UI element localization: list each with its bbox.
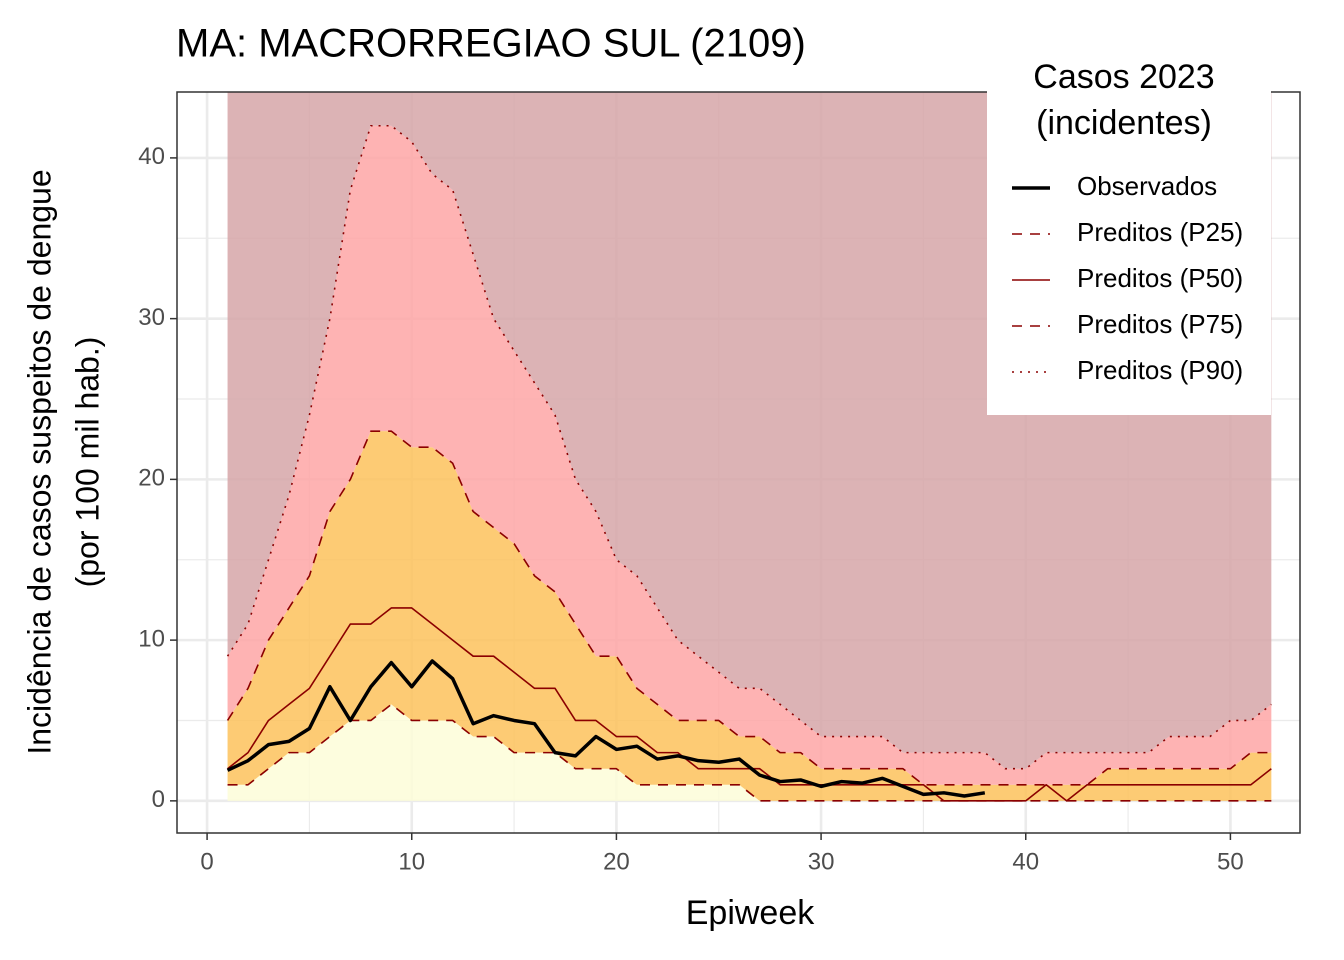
y-tick-label: 10 [138,625,165,652]
series-line [226,430,1272,786]
panel-border [176,91,1301,834]
x-tick-label: 10 [398,848,425,875]
legend-label: Preditos (P75) [1077,309,1243,339]
y-tick-label: 40 [138,143,165,170]
x-tick-label: 0 [200,848,213,875]
series-line [227,703,1272,802]
series-line [226,124,1272,770]
y-axis-title: (por 100 mil hab.) [69,337,105,588]
chart-title: MA: MACRORREGIAO SUL (2109) [176,22,806,66]
y-axis-title: Incidência de casos suspeitos de dengue [21,169,57,754]
y-tick-label: 20 [138,465,165,492]
y-tick-label: 0 [152,786,165,813]
y-tick-label: 30 [138,304,165,331]
legend-label: Observados [1077,171,1217,201]
legend-box [987,58,1271,415]
x-axis-title: Epiweek [686,894,816,932]
legend-label: Preditos (P25) [1077,217,1243,247]
legend-label: Preditos (P90) [1077,355,1243,385]
x-tick-label: 20 [603,848,630,875]
legend-title: (incidentes) [1036,104,1212,142]
x-tick-label: 40 [1012,848,1039,875]
x-tick-label: 50 [1217,848,1244,875]
legend-label: Preditos (P50) [1077,263,1243,293]
series-line [226,659,986,798]
legend-title: Casos 2023 [1033,58,1214,96]
x-tick-label: 30 [808,848,835,875]
band [227,704,1272,801]
